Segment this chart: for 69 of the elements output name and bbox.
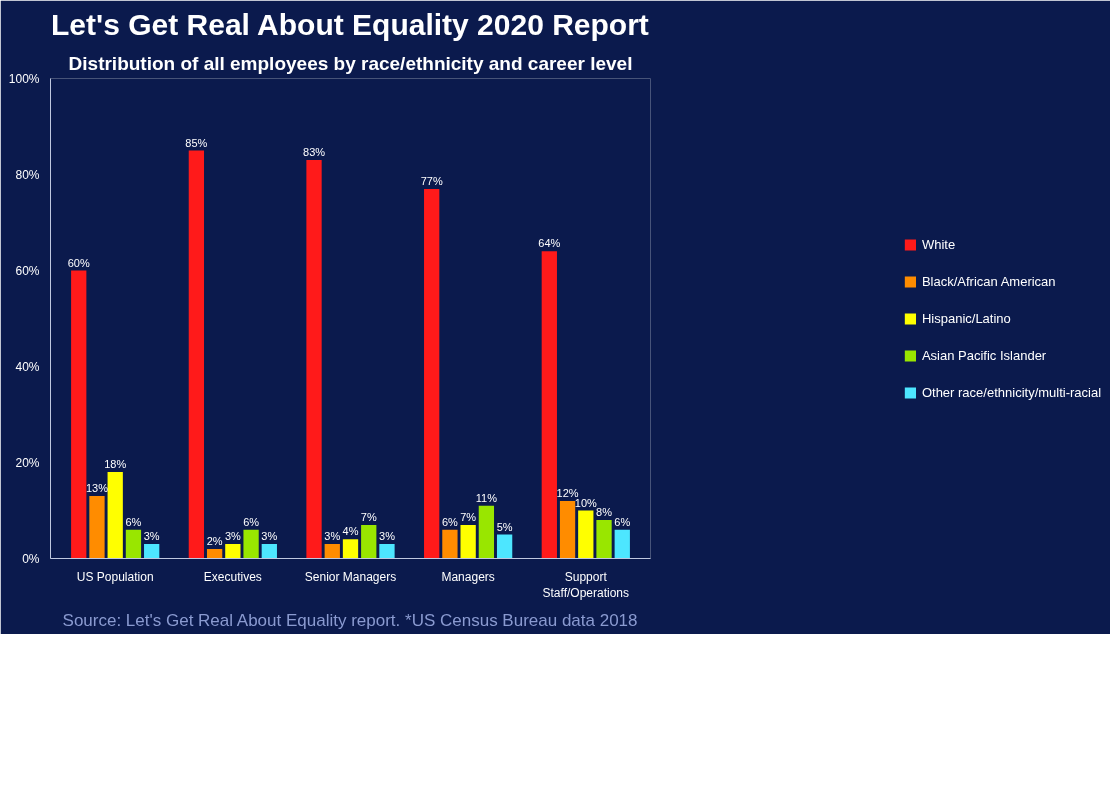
bar <box>306 160 322 559</box>
y-tick-label: 20% <box>15 455 40 470</box>
bar <box>379 544 395 559</box>
data-label: 85% <box>185 136 208 149</box>
bar <box>125 529 142 559</box>
bar <box>71 270 87 559</box>
bar <box>541 251 557 559</box>
bar <box>324 544 340 559</box>
data-label: 3% <box>261 530 278 543</box>
x-tick-label: Support Staff/Operations <box>542 569 630 601</box>
data-label: 64% <box>538 237 561 250</box>
data-label: 6% <box>441 515 459 528</box>
bar <box>478 505 495 559</box>
legend-label: Asian Pacific Islander <box>921 347 1047 363</box>
bar <box>460 524 476 559</box>
bar <box>361 524 377 559</box>
legend-label: Black/African American <box>921 273 1056 289</box>
y-tick-label: 0% <box>22 551 40 566</box>
bar <box>559 500 576 559</box>
data-label: 3% <box>224 530 242 543</box>
bar <box>206 548 223 559</box>
data-label: 3% <box>324 530 341 543</box>
data-label: 4% <box>342 525 359 538</box>
bar <box>89 496 105 559</box>
bar <box>496 534 513 559</box>
bar <box>614 529 630 559</box>
bar <box>243 529 259 559</box>
data-label: 7% <box>460 510 477 523</box>
bar <box>342 539 359 559</box>
data-label: 7% <box>360 510 377 523</box>
data-label: 6% <box>125 515 142 528</box>
data-label: 5% <box>496 520 513 533</box>
data-label: 3% <box>379 530 396 543</box>
y-tick-label: 100% <box>8 71 40 86</box>
data-label: 10% <box>574 496 598 509</box>
chart-subtitle: Distribution of all employees by race/ethnicity and career level <box>68 52 633 74</box>
legend-label: Other race/ethnicity/multi-racial <box>921 384 1102 400</box>
chart-title: Let's Get Real About Equality 2020 Report <box>51 7 649 41</box>
x-tick-label: Executives <box>203 569 262 584</box>
bar <box>261 544 277 559</box>
data-label: 6% <box>614 515 631 528</box>
y-tick-label: 80% <box>15 167 40 182</box>
data-label: 11% <box>475 491 498 504</box>
bar <box>596 520 612 559</box>
bar <box>225 544 241 559</box>
data-label: 60% <box>67 256 90 269</box>
y-tick-label: 60% <box>15 263 40 278</box>
data-label: 2% <box>206 534 223 547</box>
data-label: 83% <box>303 146 326 159</box>
data-label: 12% <box>556 486 579 499</box>
bar <box>144 544 160 559</box>
y-tick-label: 40% <box>15 359 40 374</box>
bar <box>107 472 123 559</box>
source-note: Source: Let's Get Real About Equality report. *US Census Bureau data 2018 <box>62 610 638 630</box>
data-label: 3% <box>143 530 160 543</box>
data-label: 18% <box>104 458 127 471</box>
data-label: 8% <box>596 506 613 519</box>
legend-label: White <box>921 236 956 252</box>
data-label: 13% <box>85 482 109 495</box>
bar <box>188 150 205 559</box>
x-tick-label: Managers <box>441 569 495 584</box>
x-tick-label: US Population <box>76 569 154 584</box>
legend-label: Hispanic/Latino <box>921 310 1011 326</box>
bar <box>578 510 594 559</box>
bar <box>424 188 440 559</box>
data-label: 6% <box>243 515 260 528</box>
x-tick-label: Senior Managers <box>304 569 397 584</box>
data-label: 77% <box>420 174 443 187</box>
bar <box>442 529 458 559</box>
